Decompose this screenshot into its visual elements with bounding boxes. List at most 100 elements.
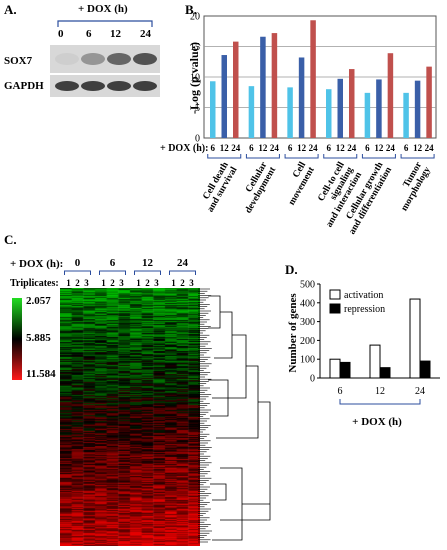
panel-b-bar-4-0 xyxy=(364,92,371,138)
blot-band-sox7-1 xyxy=(81,53,105,65)
panel-b-xtick-label: 24 xyxy=(386,143,396,153)
panel-b-bar-2-1 xyxy=(298,57,305,139)
panel-c-replicate-label: 3 xyxy=(84,278,89,288)
panel-c-replicate-label: 2 xyxy=(110,278,115,288)
panel-a-tp-12: 12 xyxy=(110,28,121,40)
panel-b-category-label-0: Cell deathand survival xyxy=(197,160,240,214)
panel-b-bracket-1 xyxy=(245,154,280,159)
panel-b-bar-4-1 xyxy=(376,79,382,138)
panel-b-bar-2-0 xyxy=(287,87,293,138)
panel-d-bar-repression-6 xyxy=(339,361,351,379)
panel-c-replicate-label: 1 xyxy=(171,278,176,288)
panel-c-replicate-label: 2 xyxy=(145,278,150,288)
panel-b-bar-2-2 xyxy=(310,20,316,138)
panel-b-ytick-label: 5 xyxy=(195,103,200,114)
panel-b-bar-3-1 xyxy=(337,78,343,138)
panel-c-replicate-label: 1 xyxy=(136,278,141,288)
panel-b-bar-5-0 xyxy=(403,92,409,138)
dendrogram-branches xyxy=(208,295,271,541)
panel-b-xtick-label: 12 xyxy=(258,143,268,153)
panel-d-ylabel: Number of genes xyxy=(287,293,299,373)
panel-b-dox-prefix: + DOX (h): xyxy=(160,143,208,154)
panel-c-timepoint-0: 0 xyxy=(75,257,81,269)
panel-a-timepoints: 0 6 12 24 xyxy=(54,28,164,42)
panel-a-tp-0: 0 xyxy=(58,28,64,40)
panel-b-ylabel: -Log (p value) xyxy=(187,42,201,114)
panel-c-timepoint-3: 24 xyxy=(177,257,189,269)
panel-b-xtick-label: 12 xyxy=(220,143,230,153)
panel-b-xtick-label: 6 xyxy=(327,143,332,153)
panel-a-dox-header: + DOX (h) xyxy=(78,3,128,15)
panel-b-bar-1-1 xyxy=(260,36,266,138)
panel-b-ytick-label: 15 xyxy=(190,42,200,53)
dendrogram xyxy=(198,288,271,543)
blot-band-sox7-3 xyxy=(133,53,157,65)
panel-c-replicate-label: 3 xyxy=(154,278,159,288)
panel-d-bar-activation-6 xyxy=(329,358,341,379)
scale-top-value: 2.057 xyxy=(26,295,51,307)
blot-row-label-gapdh: GAPDH xyxy=(4,80,44,92)
panel-a-tp-6: 6 xyxy=(86,28,92,40)
panel-b-xtick-label: 6 xyxy=(288,143,293,153)
panel-d-bar-activation-12 xyxy=(369,344,381,379)
panel-b-bar-5-1 xyxy=(414,80,421,138)
panel-b-xtick-label: 12 xyxy=(413,143,423,153)
panel-c-replicate-label: 1 xyxy=(101,278,106,288)
panel-a-label: A. xyxy=(4,2,17,17)
panel-b-xtick-label: 12 xyxy=(336,143,346,153)
blot-band-gapdh-3 xyxy=(133,81,157,91)
panel-d-xlabel: + DOX (h) xyxy=(352,416,402,428)
panel-b-category-label-2: Cellmovement xyxy=(278,160,317,207)
panel-c-bracket-1 xyxy=(99,270,126,275)
panel-b-ytick-label: 20 xyxy=(190,12,200,23)
panel-b-bracket-5 xyxy=(400,154,435,159)
panel-b-bar-3-0 xyxy=(326,89,332,138)
panel-d-bar-activation-24 xyxy=(409,298,421,379)
panel-d-legend-swatch-activation xyxy=(329,289,341,300)
blot-row-label-sox7: SOX7 xyxy=(4,55,33,67)
panel-c-timepoint-1: 6 xyxy=(110,257,116,269)
panel-d-bar-repression-12 xyxy=(379,367,391,379)
panel-b-category-label-1: Cellulardevelopment xyxy=(235,160,279,216)
panel-b-xtick-label: 24 xyxy=(425,143,435,153)
panel-c-bracket-3 xyxy=(169,270,196,275)
panel-b-xtick-label: 24 xyxy=(309,143,319,153)
panel-c-replicate-label: 3 xyxy=(189,278,194,288)
panel-d-bar-repression-24 xyxy=(419,360,431,379)
panel-c-replicate-label: 3 xyxy=(119,278,124,288)
panel-c-bracket-2 xyxy=(134,270,161,275)
panel-d-ytick-label: 400 xyxy=(300,298,315,309)
blot-band-gapdh-0 xyxy=(55,81,79,91)
blot-band-sox7-0 xyxy=(55,53,79,65)
panel-d-ytick-label: 100 xyxy=(300,355,315,366)
panel-b-xtick-label: 24 xyxy=(270,143,280,153)
panel-b-xtick-label: 24 xyxy=(347,143,357,153)
panel-d-xtick-label: 12 xyxy=(375,386,385,397)
panel-c-label: C. xyxy=(4,232,17,247)
panel-b-bar-3-2 xyxy=(349,69,355,138)
panel-b-bar-5-2 xyxy=(426,66,432,138)
panel-d-legend-label-repression: repression xyxy=(344,304,385,315)
panel-c-replicate-label: 2 xyxy=(180,278,185,288)
panel-d-legend-label-activation: activation xyxy=(344,290,383,301)
panel-b-xtick-label: 6 xyxy=(211,143,216,153)
blot-strip-gapdh xyxy=(50,75,160,97)
heatmap-color-scale xyxy=(12,298,22,380)
panel-b-xtick-label: 12 xyxy=(297,143,307,153)
panel-b-xtick-label: 6 xyxy=(404,143,409,153)
panel-d-xtick-label: 6 xyxy=(338,386,343,397)
panel-d-chart: Number of genes 0 100 200 300 400 500 6 12 24 a… xyxy=(287,280,440,428)
panel-b-xtick-label: 6 xyxy=(365,143,370,153)
scale-bottom-value: 11.584 xyxy=(26,368,56,380)
scale-mid-value: 5.885 xyxy=(26,332,51,344)
panel-b-bar-0-2 xyxy=(233,41,239,139)
panel-d-xtick-label: 24 xyxy=(415,386,425,397)
panel-c-dox-header: + DOX (h): xyxy=(10,258,64,270)
panel-d-ytick-label: 500 xyxy=(300,280,315,291)
panel-b-bracket-4 xyxy=(361,154,396,159)
panel-d-ytick-label: 0 xyxy=(310,374,315,385)
panel-b-bracket-0 xyxy=(207,154,242,159)
